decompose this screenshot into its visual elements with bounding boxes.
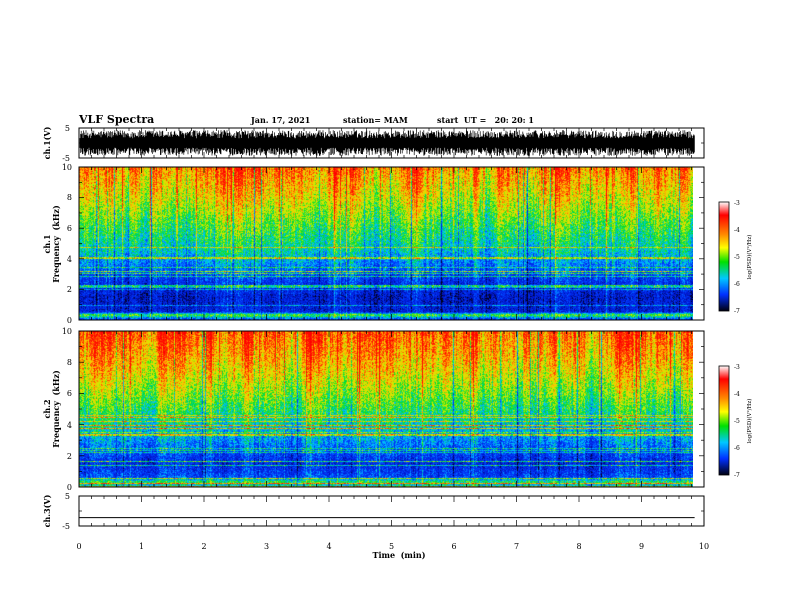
ch1-colorbar: -3 -4 -5 -6 -7 log(PSD)(V²/Hz) bbox=[718, 200, 753, 315]
ch2-colorbar-label: log(PSD)(V²/Hz) bbox=[746, 399, 753, 444]
ch2-colorbar: -3 -4 -5 -6 -7 log(PSD)(V²/Hz) bbox=[718, 364, 753, 479]
ch1-spectrogram-panel: 0 2 4 6 8 10 ch.1 Frequency (kHz) bbox=[42, 163, 705, 325]
ch3-ytick-top: 5 bbox=[65, 492, 70, 501]
ch2-spec-ylabel-1: ch.2 bbox=[42, 399, 52, 418]
x-tick-label: 10 bbox=[699, 542, 709, 551]
ch1-cb-tick-m3: -3 bbox=[734, 200, 740, 207]
ch1-ytick-bottom: -5 bbox=[62, 154, 70, 163]
figure-title: VLF Spectra bbox=[78, 113, 154, 126]
ch1-waveform-panel: 5 -5 ch.1(V) bbox=[42, 124, 705, 163]
x-tick-label: 7 bbox=[514, 542, 519, 551]
x-tick-label: 3 bbox=[264, 542, 269, 551]
ch1-waveform-line bbox=[79, 130, 695, 156]
ch1-cb-tick-m7: -7 bbox=[734, 308, 740, 315]
ch1-spectrogram-image bbox=[79, 167, 693, 320]
x-axis-label: Time (min) bbox=[372, 550, 425, 560]
ch1-ytick-top: 5 bbox=[65, 124, 70, 133]
ch2-cb-tick-m7: -7 bbox=[734, 472, 740, 479]
ch1-cb-tick-m4: -4 bbox=[734, 227, 740, 234]
ch1-ytick-8: 8 bbox=[67, 193, 72, 202]
ch2-ytick-4: 4 bbox=[67, 421, 72, 430]
ch2-ytick-8: 8 bbox=[67, 358, 72, 367]
date-label: Jan. 17, 2021 bbox=[250, 115, 310, 125]
ch1-cb-tick-m6: -6 bbox=[734, 281, 740, 288]
ch1-ytick-6: 6 bbox=[67, 224, 72, 233]
ch3-ytick-bottom: -5 bbox=[62, 522, 70, 531]
ch1-colorbar-scale bbox=[718, 201, 730, 312]
ch2-spec-ylabel-2: Frequency (kHz) bbox=[51, 370, 61, 448]
ch2-ytick-2: 2 bbox=[67, 452, 72, 461]
ch2-spectrogram-image bbox=[79, 331, 693, 487]
ch3-waveform-ylabel: ch.3(V) bbox=[42, 494, 52, 527]
ch1-ytick-0: 0 bbox=[67, 316, 72, 325]
ch2-spectrogram-panel: 0 2 4 6 8 10 ch.2 Frequency (kHz) bbox=[42, 327, 705, 492]
ch2-cb-tick-m5: -5 bbox=[734, 418, 740, 425]
ch2-cb-tick-m6: -6 bbox=[734, 445, 740, 452]
ch2-ytick-0: 0 bbox=[67, 483, 72, 492]
start-ut-label: start UT = 20: 20: 1 bbox=[437, 115, 534, 125]
x-tick-labels: 0 1 2 3 4 5 6 7 8 9 10 bbox=[76, 542, 709, 551]
ch2-spectrogram-ticks bbox=[78, 330, 705, 488]
x-tick-label: 9 bbox=[639, 542, 644, 551]
ch1-waveform-ylabel: ch.1(V) bbox=[42, 126, 52, 159]
ch2-ytick-6: 6 bbox=[67, 389, 72, 398]
x-tick-label: 1 bbox=[139, 542, 144, 551]
ch1-colorbar-label: log(PSD)(V²/Hz) bbox=[746, 235, 753, 280]
ch1-ytick-10: 10 bbox=[62, 163, 72, 172]
ch1-spec-ylabel-1: ch.1 bbox=[42, 234, 52, 253]
ch2-ytick-10: 10 bbox=[62, 327, 72, 336]
ch3-waveform-ticks bbox=[78, 495, 705, 527]
x-tick-label: 2 bbox=[201, 542, 206, 551]
x-tick-label: 0 bbox=[76, 542, 81, 551]
ch2-colorbar-scale bbox=[718, 365, 730, 476]
x-tick-label: 6 bbox=[451, 542, 456, 551]
ch1-waveform-ticks bbox=[78, 127, 705, 159]
ch1-spec-ylabel-2: Frequency (kHz) bbox=[51, 205, 61, 283]
station-label: station= MAM bbox=[343, 115, 408, 125]
ch1-ytick-4: 4 bbox=[67, 255, 72, 264]
ch1-cb-tick-m5: -5 bbox=[734, 254, 740, 261]
ch1-spectrogram-ticks bbox=[78, 166, 705, 321]
ch3-waveform-panel: 5 -5 ch.3(V) 0 1 2 3 4 5 6 7 8 9 10 Time (min) bbox=[42, 492, 709, 560]
ch1-ytick-2: 2 bbox=[67, 285, 72, 294]
x-tick-label: 8 bbox=[576, 542, 581, 551]
x-tick-label: 5 bbox=[389, 542, 394, 551]
ch2-cb-tick-m4: -4 bbox=[734, 391, 740, 398]
x-tick-label: 4 bbox=[326, 542, 331, 551]
ch2-cb-tick-m3: -3 bbox=[734, 364, 740, 371]
